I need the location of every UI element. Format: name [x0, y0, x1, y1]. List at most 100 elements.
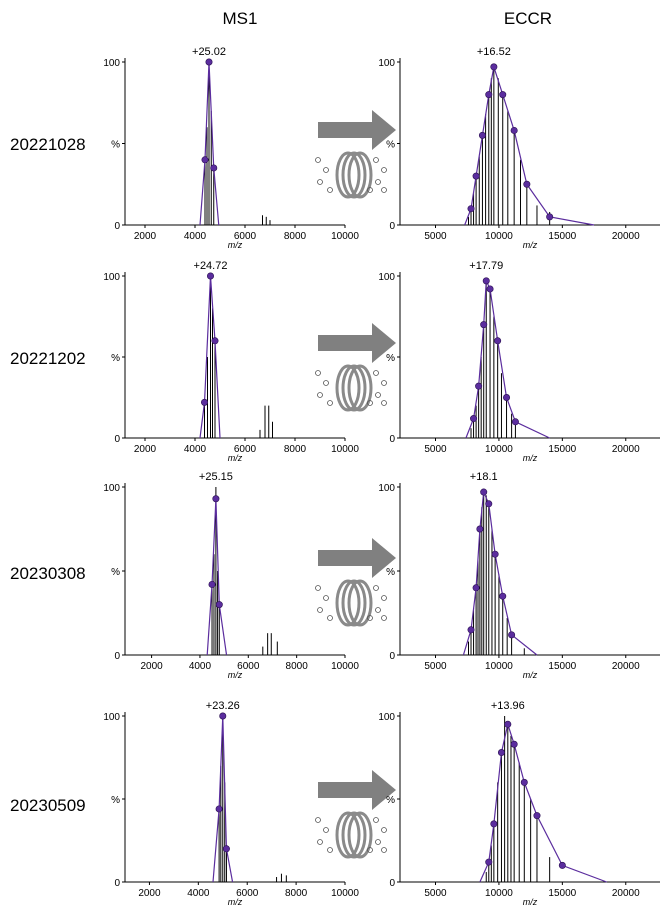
y-tick-label: 100	[103, 272, 120, 283]
x-tick-label: 10000	[331, 888, 359, 899]
y-tick-label: %	[111, 353, 120, 364]
x-tick-label: 10000	[331, 444, 359, 455]
y-tick-label: %	[386, 353, 395, 364]
x-tick-label: 8000	[284, 231, 307, 242]
peak-dot	[500, 91, 506, 97]
x-tick-label: 8000	[284, 444, 307, 455]
electron	[324, 381, 329, 386]
peak-dot	[216, 601, 222, 607]
electron	[374, 371, 379, 376]
electron	[318, 840, 323, 845]
y-tick-label: %	[386, 140, 395, 151]
y-tick-label: 0	[389, 434, 395, 445]
peak-dot	[505, 721, 511, 727]
x-tick-label: 2000	[134, 231, 157, 242]
arrow	[318, 323, 396, 363]
electron	[374, 158, 379, 163]
x-tick-label: 10000	[485, 661, 513, 672]
helix-coil	[343, 366, 365, 410]
y-tick-label: 0	[114, 878, 120, 889]
x-tick-label: 15000	[548, 444, 576, 455]
y-tick-label: 0	[389, 878, 395, 889]
x-tick-label: 2000	[138, 888, 161, 899]
electron	[318, 180, 323, 185]
envelope-line	[463, 492, 537, 655]
x-tick-label: 8000	[285, 888, 308, 899]
peak-dot	[481, 489, 487, 495]
electron	[382, 401, 387, 406]
electron	[316, 371, 321, 376]
y-tick-label: 0	[389, 651, 395, 662]
column-header: ECCR	[504, 9, 552, 28]
x-tick-label: 5000	[424, 231, 447, 242]
y-tick-label: 100	[378, 58, 395, 69]
x-tick-label: 10000	[485, 888, 513, 899]
peak-dot	[492, 551, 498, 557]
y-tick-label: 0	[114, 434, 120, 445]
electron	[316, 818, 321, 823]
peak-dot	[207, 273, 213, 279]
annotation: +25.15	[199, 471, 233, 483]
x-tick-label: 4000	[189, 661, 212, 672]
electron	[324, 596, 329, 601]
y-tick-label: %	[111, 140, 120, 151]
electron	[324, 168, 329, 173]
arrow	[318, 538, 396, 578]
peak-dot	[206, 59, 212, 65]
y-tick-label: 100	[378, 712, 395, 723]
x-axis-label: m/z	[228, 240, 243, 250]
x-tick-label: 4000	[187, 888, 210, 899]
electron	[382, 188, 387, 193]
spectrum-chart: 0%1005000100001500020000m/z+17.79	[378, 260, 660, 463]
peak-dot	[486, 91, 492, 97]
peak-dot	[486, 859, 492, 865]
peak-dot	[213, 496, 219, 502]
peak-dot	[470, 415, 476, 421]
helix-coil	[343, 153, 365, 197]
electron	[328, 188, 333, 193]
peak-dot	[223, 846, 229, 852]
peak-dot	[494, 338, 500, 344]
row-label: 20230308	[10, 564, 86, 583]
spectrum-chart: 0%1005000100001500020000m/z+16.52	[378, 46, 660, 250]
y-tick-label: 0	[389, 221, 395, 232]
x-tick-label: 15000	[548, 661, 576, 672]
peak-dot	[500, 593, 506, 599]
spectrum-chart: 0%100200040006000800010000m/z+25.15	[103, 471, 359, 680]
x-tick-label: 2000	[134, 444, 157, 455]
peak-dot	[491, 821, 497, 827]
electron	[328, 848, 333, 853]
peak-dot	[468, 206, 474, 212]
peak-dot	[486, 501, 492, 507]
y-tick-label: %	[111, 795, 120, 806]
x-axis-label: m/z	[523, 897, 538, 907]
annotation: +17.79	[469, 260, 503, 272]
electron	[316, 158, 321, 163]
x-tick-label: 4000	[184, 231, 207, 242]
electron	[376, 393, 381, 398]
envelope-line	[465, 67, 594, 225]
x-tick-label: 5000	[424, 444, 447, 455]
annotation: +16.52	[477, 46, 511, 58]
row-label: 20221202	[10, 349, 86, 368]
peak-dot	[220, 713, 226, 719]
y-tick-label: 100	[378, 483, 395, 494]
envelope-line	[480, 724, 607, 882]
x-tick-label: 20000	[612, 444, 640, 455]
envelope-line	[207, 499, 226, 655]
peak-dot	[483, 278, 489, 284]
peak-dot	[498, 749, 504, 755]
peak-dot	[481, 321, 487, 327]
arrow	[318, 770, 396, 810]
electron	[382, 168, 387, 173]
x-tick-label: 4000	[184, 444, 207, 455]
x-axis-label: m/z	[228, 897, 243, 907]
electron	[318, 608, 323, 613]
x-tick-label: 8000	[286, 661, 309, 672]
y-tick-label: %	[111, 567, 120, 578]
peak-dot	[477, 526, 483, 532]
peak-dot	[508, 632, 514, 638]
peak-dot	[216, 806, 222, 812]
electron	[374, 586, 379, 591]
